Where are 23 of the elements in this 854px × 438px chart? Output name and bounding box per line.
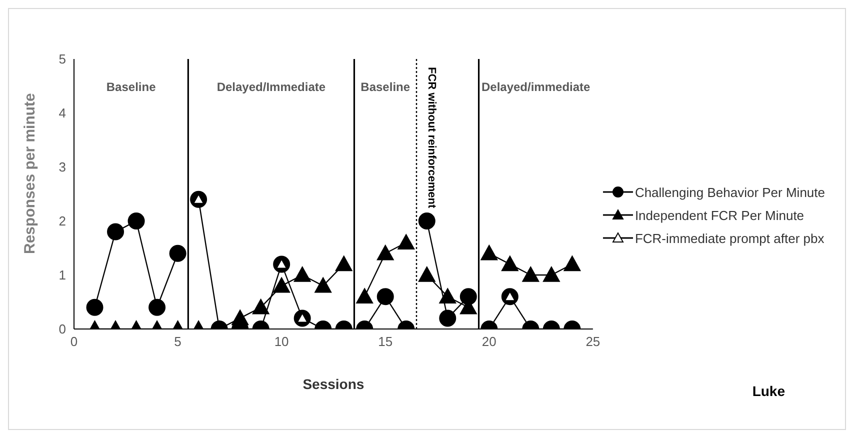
annotation: Delayed/Immediate [216,80,326,94]
y-tick-label: 5 [58,52,66,67]
x-tick-label: 25 [586,334,600,350]
y-tick-label: 3 [58,160,66,175]
x-tick-label: 20 [482,334,496,350]
legend-label: FCR-immediate prompt after pbx [634,230,824,246]
x-tick-label: 10 [274,334,289,350]
y-tick-label: 0 [58,322,66,337]
text: Luke [752,383,785,399]
ref-line-label: FCR without reinforcement [426,67,438,209]
y-tick-label: 1 [58,268,66,283]
x-axis-title: Sessions [302,376,364,392]
x-tick-label: 0 [70,334,78,350]
annotation: Baseline [360,80,410,94]
x-tick-label: 15 [378,334,393,350]
legend-label: Challenging Behavior Per Minute [634,184,825,200]
y-axis-title: Responses per minute [21,93,38,254]
annotation: Delayed/immediate [481,80,591,94]
annotation: Baseline [106,80,156,94]
y-tick-label: 2 [58,214,66,229]
legend-label: Independent FCR Per Minute [634,208,804,222]
x-tick-label: 5 [174,334,182,350]
y-tick-label: 4 [58,106,66,121]
